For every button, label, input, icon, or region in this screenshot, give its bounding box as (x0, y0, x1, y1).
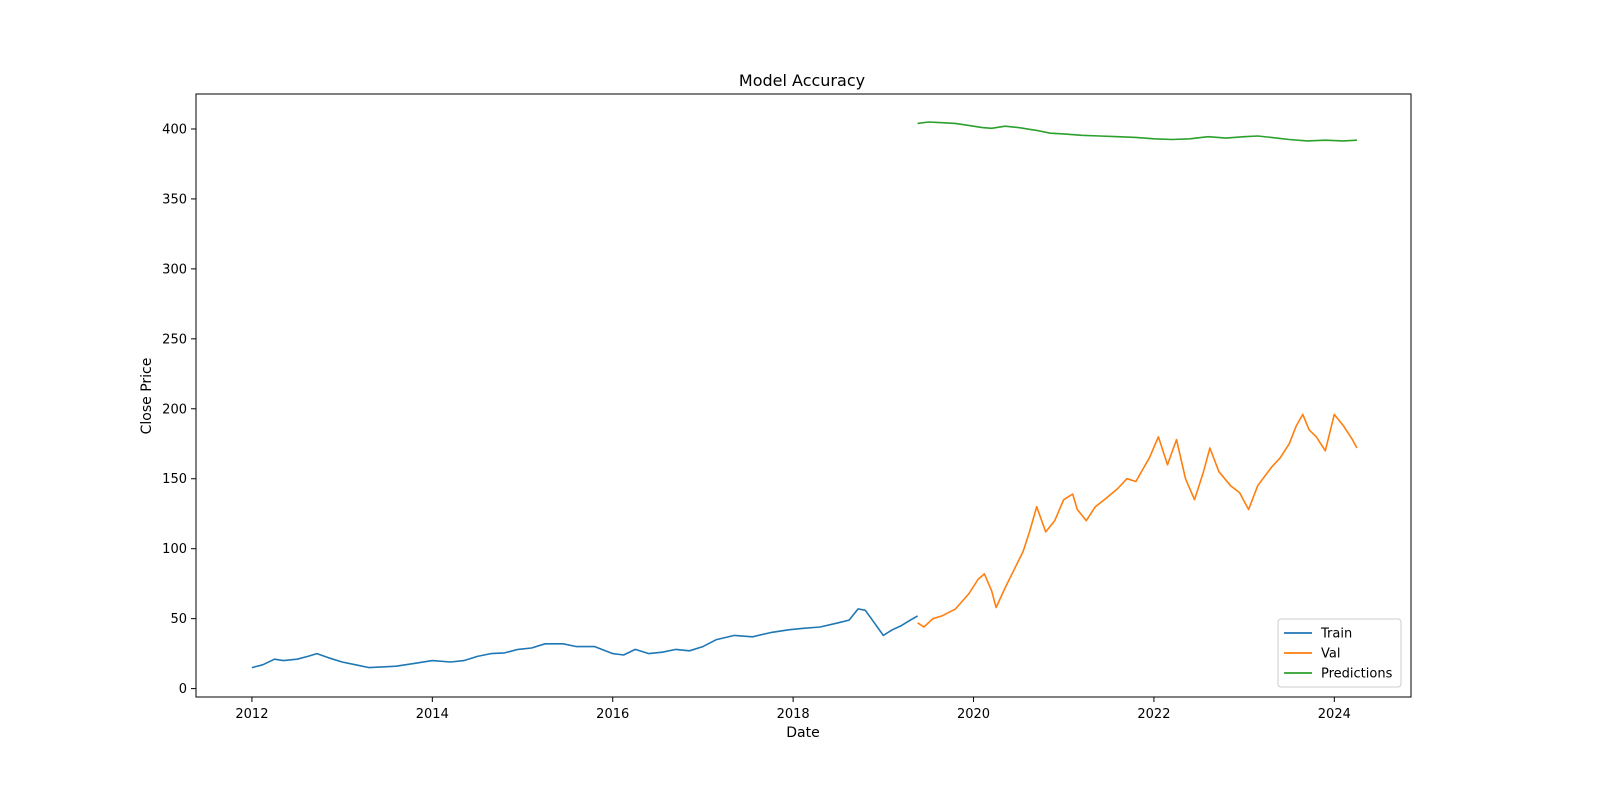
y-tick-label: 50 (170, 612, 187, 627)
legend-label-val: Val (1321, 647, 1340, 662)
y-tick-label: 250 (162, 332, 187, 347)
x-tick-label: 2016 (596, 707, 629, 722)
y-tick-label: 400 (162, 122, 187, 137)
legend: Train Val Predictions (1277, 618, 1402, 688)
y-tick-label: 300 (162, 262, 187, 277)
x-tick-label: 2020 (957, 707, 990, 722)
legend-label-predictions: Predictions (1321, 667, 1393, 682)
series-layer (251, 121, 1358, 669)
x-axis-label: Date (786, 725, 819, 741)
legend-label-train: Train (1320, 627, 1352, 642)
plot-area-frame (195, 93, 1412, 698)
chart-title: Model Accuracy (739, 71, 865, 90)
y-tick-label: 0 (179, 682, 187, 697)
x-tick-label: 2012 (235, 707, 268, 722)
series-line-predictions (917, 121, 1357, 142)
x-tick-label: 2024 (1318, 707, 1351, 722)
x-tick-label: 2014 (416, 707, 449, 722)
y-tick-label: 150 (162, 472, 187, 487)
y-axis: 0 50 100 150 200 250 300 350 400 (162, 122, 196, 697)
series-line-train (251, 608, 919, 669)
y-tick-label: 350 (162, 192, 187, 207)
y-tick-label: 100 (162, 542, 187, 557)
x-tick-label: 2022 (1137, 707, 1170, 722)
y-tick-label: 200 (162, 402, 187, 417)
x-tick-label: 2018 (777, 707, 810, 722)
x-axis: 2012 2014 2016 2018 2020 2022 2024 (235, 697, 1351, 722)
legend-box (1277, 618, 1402, 688)
series-line-val (917, 413, 1358, 628)
y-axis-label: Close Price (139, 358, 155, 435)
